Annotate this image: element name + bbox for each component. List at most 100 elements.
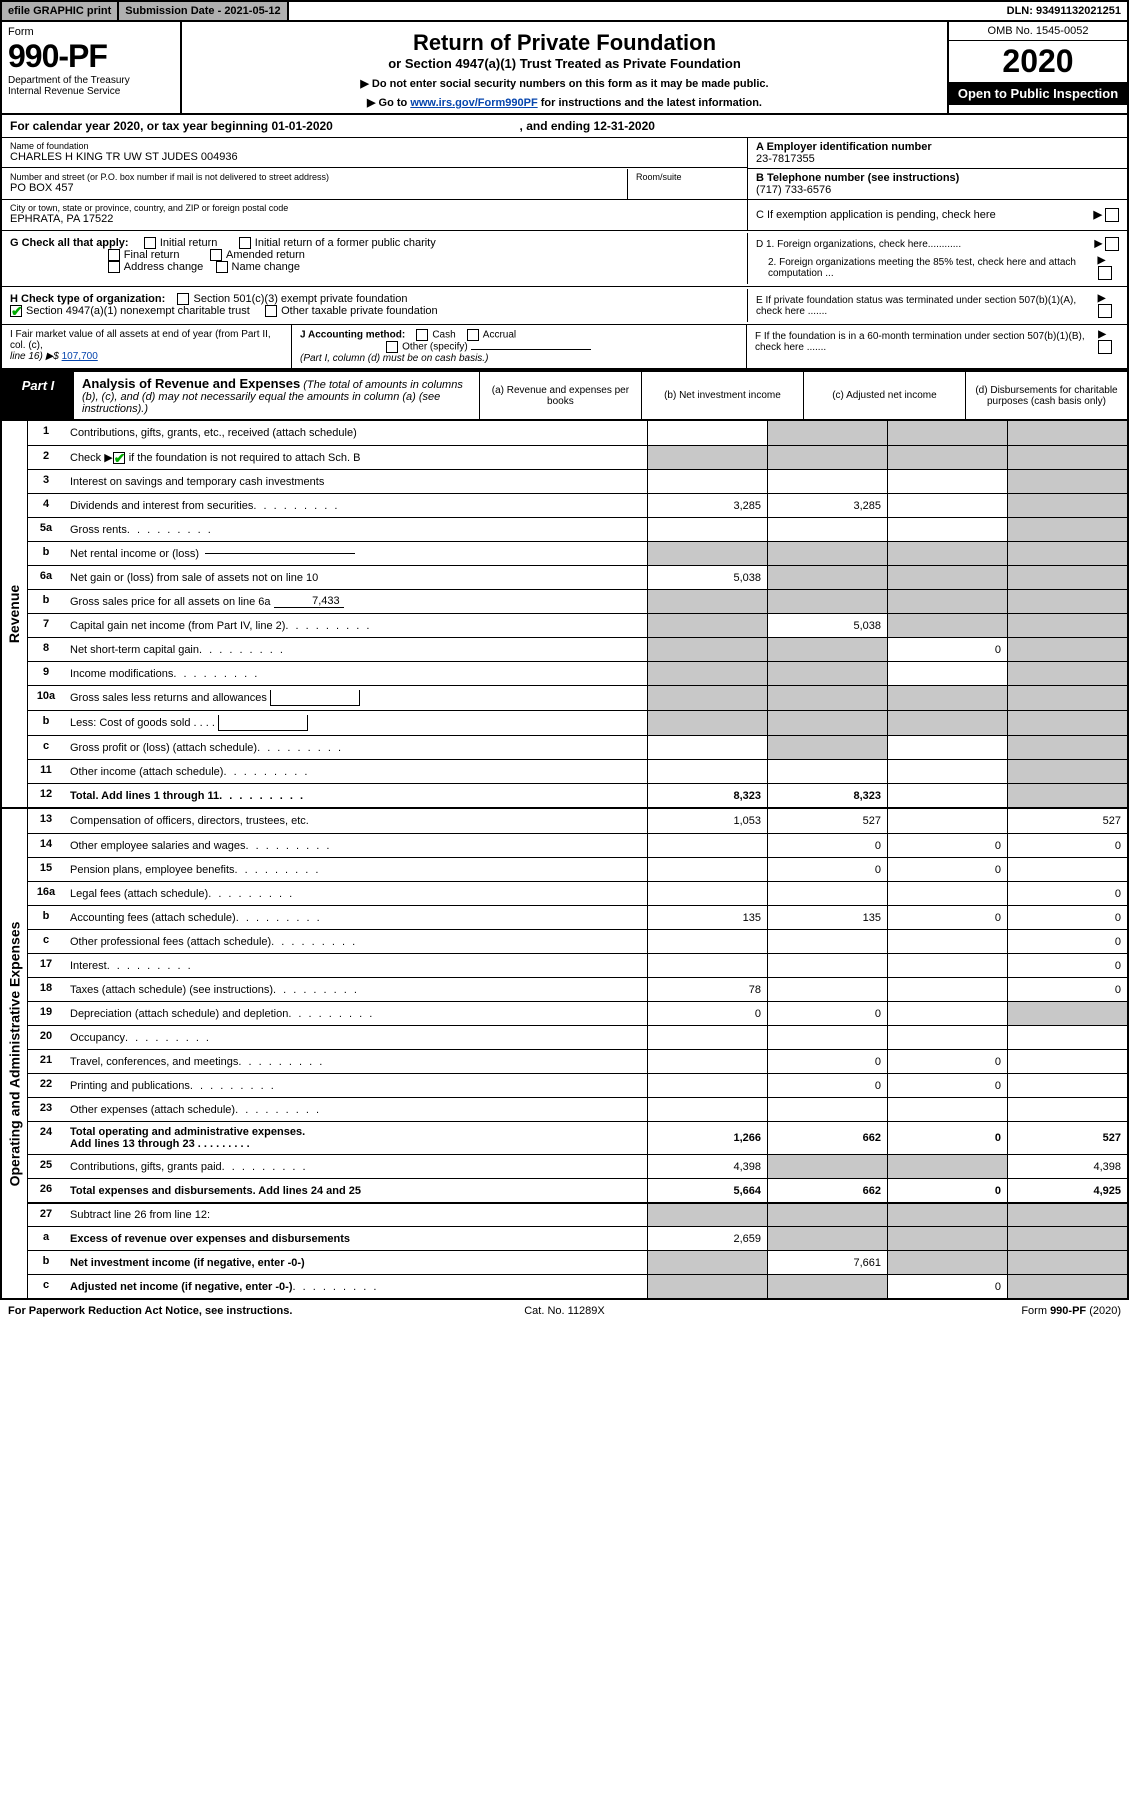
header-right: OMB No. 1545-0052 2020 Open to Public In…: [947, 22, 1127, 113]
row-9: 9Income modifications: [28, 661, 1127, 685]
row-1: 1Contributions, gifts, grants, etc., rec…: [28, 421, 1127, 445]
row-22: 22Printing and publications00: [28, 1073, 1127, 1097]
dln: DLN: 93491132021251: [1001, 2, 1127, 20]
row-18: 18Taxes (attach schedule) (see instructi…: [28, 977, 1127, 1001]
city-label: City or town, state or province, country…: [10, 203, 739, 213]
j-label: J Accounting method:: [300, 330, 405, 341]
part1-header: Part I Analysis of Revenue and Expenses …: [0, 370, 1129, 421]
cb-cash[interactable]: [416, 329, 428, 341]
row-25: 25Contributions, gifts, grants paid4,398…: [28, 1154, 1127, 1178]
i-value[interactable]: 107,700: [62, 351, 98, 362]
form-subtitle: or Section 4947(a)(1) Trust Treated as P…: [188, 56, 941, 71]
col-b-header: (b) Net investment income: [641, 372, 803, 419]
street-row: Number and street (or P.O. box number if…: [2, 169, 627, 200]
room-label: Room/suite: [636, 172, 739, 182]
d2-checkbox[interactable]: [1098, 266, 1112, 280]
cb-initial[interactable]: [144, 237, 156, 249]
form-header: Form 990-PF Department of the Treasury I…: [0, 22, 1129, 115]
ein-label: A Employer identification number: [756, 141, 932, 153]
revenue-section: Revenue 1Contributions, gifts, grants, e…: [0, 421, 1129, 809]
row-23: 23Other expenses (attach schedule): [28, 1097, 1127, 1121]
arrow-icon: ▶: [1093, 208, 1119, 222]
row-15: 15Pension plans, employee benefits00: [28, 857, 1127, 881]
e-checkbox[interactable]: [1098, 304, 1112, 318]
h-4947: Section 4947(a)(1) nonexempt charitable …: [26, 305, 250, 317]
tax-year: 2020: [949, 41, 1127, 82]
cb-name[interactable]: [216, 261, 228, 273]
row-17: 17Interest0: [28, 953, 1127, 977]
i-label: I Fair market value of all assets at end…: [10, 329, 271, 351]
d1-checkbox[interactable]: [1105, 237, 1119, 251]
calendar-year-row: For calendar year 2020, or tax year begi…: [0, 115, 1129, 138]
g-block: G Check all that apply: Initial return I…: [2, 233, 747, 284]
dept-treasury: Department of the Treasury: [8, 75, 174, 86]
g-final: Final return: [124, 249, 180, 261]
f-text: F If the foundation is in a 60-month ter…: [755, 331, 1098, 353]
instr-link[interactable]: www.irs.gov/Form990PF: [410, 97, 537, 109]
col-c-header: (c) Adjusted net income: [803, 372, 965, 419]
cb-501c3[interactable]: [177, 293, 189, 305]
g-amended: Amended return: [226, 249, 305, 261]
cb-final[interactable]: [108, 249, 120, 261]
form-word: Form: [8, 26, 174, 38]
cb-addr[interactable]: [108, 261, 120, 273]
row-27a: aExcess of revenue over expenses and dis…: [28, 1226, 1127, 1250]
phone-label: B Telephone number (see instructions): [756, 172, 959, 184]
opex-side-label: Operating and Administrative Expenses: [2, 809, 28, 1298]
c-checkbox[interactable]: [1105, 208, 1119, 222]
row-21: 21Travel, conferences, and meetings00: [28, 1049, 1127, 1073]
cb-initial-pub[interactable]: [239, 237, 251, 249]
omb-number: OMB No. 1545-0052: [949, 22, 1127, 41]
cb-4947[interactable]: [10, 305, 22, 317]
instr-ssn: ▶ Do not enter social security numbers o…: [188, 77, 941, 90]
row-26: 26Total expenses and disbursements. Add …: [28, 1178, 1127, 1202]
calyear-mid: , and ending: [520, 119, 594, 133]
calyear-end: 12-31-2020: [594, 119, 655, 133]
city-value: EPHRATA, PA 17522: [10, 213, 739, 225]
efile-print-button[interactable]: efile GRAPHIC print: [2, 2, 119, 20]
row-6a: 6aNet gain or (loss) from sale of assets…: [28, 565, 1127, 589]
top-bar: efile GRAPHIC print Submission Date - 20…: [0, 0, 1129, 22]
e-block: E If private foundation status was termi…: [747, 289, 1127, 322]
row-10c: cGross profit or (loss) (attach schedule…: [28, 735, 1127, 759]
row-27b: bNet investment income (if negative, ent…: [28, 1250, 1127, 1274]
cb-schb[interactable]: [113, 452, 125, 464]
row-12: 12Total. Add lines 1 through 118,3238,32…: [28, 783, 1127, 807]
header-middle: Return of Private Foundation or Section …: [182, 22, 947, 113]
f-checkbox[interactable]: [1098, 340, 1112, 354]
submission-date: Submission Date - 2021-05-12: [119, 2, 288, 20]
row-27c: cAdjusted net income (if negative, enter…: [28, 1274, 1127, 1298]
row-8: 8Net short-term capital gain0: [28, 637, 1127, 661]
info-block-2: Number and street (or P.O. box number if…: [0, 169, 1129, 200]
part1-columns: (a) Revenue and expenses per books (b) N…: [479, 372, 1127, 419]
instr-pre: ▶ Go to: [367, 97, 410, 109]
part1-label: Part I: [2, 372, 74, 419]
row-4: 4Dividends and interest from securities3…: [28, 493, 1127, 517]
street-label: Number and street (or P.O. box number if…: [10, 172, 619, 182]
form-title: Return of Private Foundation: [188, 30, 941, 56]
f-block: F If the foundation is in a 60-month ter…: [747, 325, 1127, 368]
row-27: 27Subtract line 26 from line 12:: [28, 1202, 1127, 1226]
revenue-side-label: Revenue: [2, 421, 28, 807]
h-501c3: Section 501(c)(3) exempt private foundat…: [193, 293, 407, 305]
i-line16: line 16) ▶$: [10, 351, 62, 362]
header-left: Form 990-PF Department of the Treasury I…: [2, 22, 182, 113]
h-label: H Check type of organization:: [10, 293, 165, 305]
cb-amended[interactable]: [210, 249, 222, 261]
cb-accrual[interactable]: [467, 329, 479, 341]
revenue-table: 1Contributions, gifts, grants, etc., rec…: [28, 421, 1127, 807]
row-10b: bLess: Cost of goods sold . . . .: [28, 710, 1127, 735]
j-accrual: Accrual: [483, 330, 516, 341]
g-addr: Address change: [124, 261, 204, 273]
opex-section: Operating and Administrative Expenses 13…: [0, 809, 1129, 1300]
row-16c: cOther professional fees (attach schedul…: [28, 929, 1127, 953]
info-block-1: Name of foundation CHARLES H KING TR UW …: [0, 138, 1129, 169]
h-other: Other taxable private foundation: [281, 305, 438, 317]
row-24: 24Total operating and administrative exp…: [28, 1121, 1127, 1154]
row-10a: 10aGross sales less returns and allowanc…: [28, 685, 1127, 710]
cb-other-tax[interactable]: [265, 305, 277, 317]
row-6b: bGross sales price for all assets on lin…: [28, 589, 1127, 613]
cb-other-acc[interactable]: [386, 341, 398, 353]
room-row: Room/suite: [627, 169, 747, 200]
footer-left: For Paperwork Reduction Act Notice, see …: [8, 1305, 379, 1317]
